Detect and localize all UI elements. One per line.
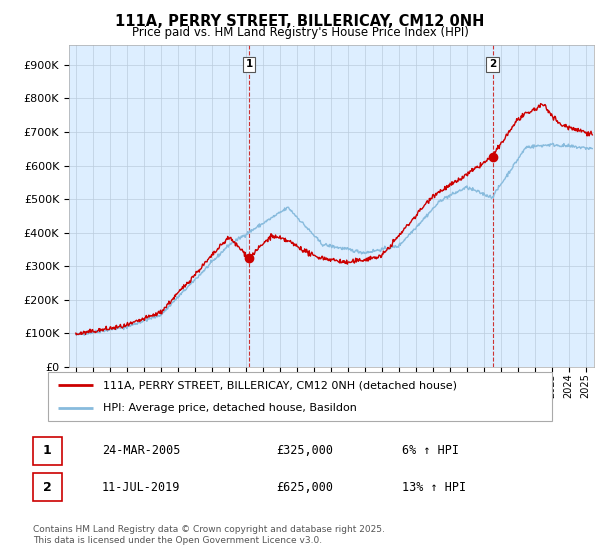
Text: 24-MAR-2005: 24-MAR-2005 [102, 444, 181, 458]
Text: 2: 2 [489, 59, 496, 69]
Text: £325,000: £325,000 [276, 444, 333, 458]
Text: 11-JUL-2019: 11-JUL-2019 [102, 480, 181, 494]
Text: 111A, PERRY STREET, BILLERICAY, CM12 0NH (detached house): 111A, PERRY STREET, BILLERICAY, CM12 0NH… [103, 380, 457, 390]
Text: HPI: Average price, detached house, Basildon: HPI: Average price, detached house, Basi… [103, 403, 358, 413]
Text: 1: 1 [43, 444, 52, 458]
Text: Contains HM Land Registry data © Crown copyright and database right 2025.
This d: Contains HM Land Registry data © Crown c… [33, 525, 385, 545]
Text: £625,000: £625,000 [276, 480, 333, 494]
Text: Price paid vs. HM Land Registry's House Price Index (HPI): Price paid vs. HM Land Registry's House … [131, 26, 469, 39]
Text: 1: 1 [245, 59, 253, 69]
Text: 6% ↑ HPI: 6% ↑ HPI [402, 444, 459, 458]
Text: 13% ↑ HPI: 13% ↑ HPI [402, 480, 466, 494]
Text: 2: 2 [43, 480, 52, 494]
Text: 111A, PERRY STREET, BILLERICAY, CM12 0NH: 111A, PERRY STREET, BILLERICAY, CM12 0NH [115, 14, 485, 29]
